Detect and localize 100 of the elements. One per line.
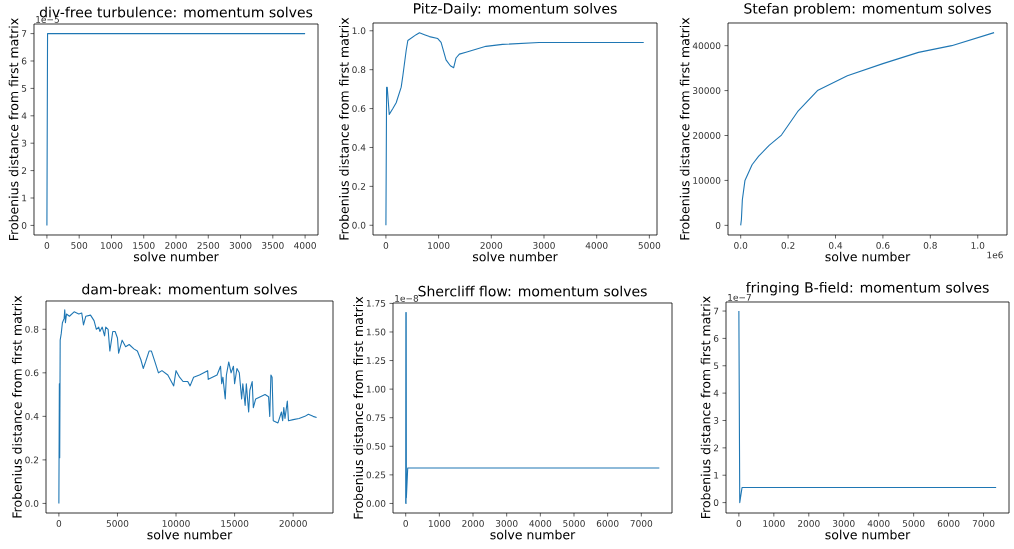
y-tick-label: 2 [21,167,27,174]
line-series [385,32,645,226]
x-tick-label: 3000 [533,242,555,249]
x-tick-label: 15000 [221,520,249,527]
line-series [405,312,660,504]
y-axis-title: Frobenius distance from first matrix [679,17,690,240]
x-tick-label: 10000 [162,520,190,527]
y-tick-label: 30000 [693,87,721,94]
x-tick-label: 4000 [294,242,316,249]
y-tick-label: 0.2 [25,456,39,464]
y-tick-label: 40000 [692,42,721,50]
y-tick-label: 0.4 [25,412,39,420]
x-tick-label: 1.0 [971,242,985,249]
y-tick-label: 7 [713,307,719,315]
y-tick-label: 0.75 [366,414,386,422]
x-tick-label: 4000 [867,520,890,527]
x-tick-label: 0 [44,242,50,249]
y-tick-label: 20000 [693,132,721,139]
text: 1e−5 [36,16,59,23]
y-tick-label: 0 [715,221,721,229]
x-tick-label: 1000 [100,242,123,249]
y-tick-label: 0 [713,499,719,506]
x-tick-label: 0.6 [876,242,890,249]
x-tick-label: 2000 [462,520,484,527]
x-tick-label: 4000 [585,242,608,249]
y-axis-title: Frobenius distance from first matrix [8,18,19,240]
x-tick-label: 2000 [797,520,820,527]
chart-title: dam-break: momentum solves [82,283,297,295]
x-tick-label: 0.2 [781,242,795,249]
x-tick-label: 0 [403,520,408,527]
x-tick-label: 1500 [133,242,155,249]
y-axis-title: Frobenius distance from first matrix [12,295,22,518]
x-tick-label: 2000 [165,242,187,249]
line-series [58,309,318,504]
x-axis-title: solve number [133,251,219,262]
x-tick-label: 20000 [279,520,307,527]
y-tick-label: 0.8 [25,325,39,333]
y-tick-label: 0.0 [25,500,39,507]
x-tick-label: 6000 [596,520,619,527]
text: 1e−7 [728,294,751,301]
x-tick-label: 5000 [563,520,585,527]
x-tick-label: 0.4 [828,242,843,249]
y-tick-label: 7 [21,30,27,37]
chart-title: div-free turbulence: momentum solves [39,6,313,18]
x-axis-title: solve number [147,529,233,540]
y-axis-title: Frobenius distance from first matrix [700,296,711,518]
text: 1e6 [987,251,1003,259]
x-tick-label: 0.0 [734,242,748,249]
x-tick-label: 1000 [428,242,450,249]
y-axis-title: Frobenius distance from first matrix [353,296,364,519]
x-axis-title: solve number [825,529,911,540]
y-axis-title: Frobenius distance from first matrix [339,17,349,240]
y-tick-label: 0.2 [352,182,366,190]
x-axis-title: solve number [490,529,576,540]
y-tick-label: 2 [713,444,719,452]
y-tick-label: 3 [21,139,27,147]
x-tick-label: 0 [56,520,62,527]
chart-title: fringing B-field: momentum solves [745,281,989,296]
y-tick-label: 0.8 [352,66,366,74]
x-tick-label: 3000 [832,520,855,527]
x-tick-label: 7000 [630,520,653,527]
x-axis-title: solve number [825,251,911,262]
x-axis-title: solve number [472,251,558,262]
x-tick-label: 5000 [638,242,661,249]
y-tick-label: 10000 [693,177,721,184]
text: 1e−8 [395,294,419,302]
chart-title: Stefan problem: momentum solves [744,2,991,17]
x-tick-label: 3000 [229,242,252,249]
x-tick-label: 6000 [937,520,960,527]
y-tick-label: 0.0 [352,221,366,229]
y-tick-label: 0.50 [366,442,386,450]
y-tick-label: 4 [713,389,719,397]
chart-title: Pitz-Daily: momentum solves [414,2,617,17]
x-tick-label: 7000 [972,520,995,527]
x-tick-label: 0 [736,520,742,527]
y-tick-label: 0.25 [366,471,386,479]
y-tick-label: 1 [714,471,719,479]
y-tick-label: 0.6 [352,105,366,112]
chart-title: Shercliff flow: momentum solves [418,285,647,297]
y-tick-label: 0 [21,222,27,229]
y-tick-label: 1.00 [366,385,386,393]
y-tick-label: 1.25 [366,357,386,364]
y-tick-label: 1.0 [352,27,366,35]
x-tick-label: 5000 [902,520,925,527]
y-tick-label: 1.50 [366,328,386,336]
y-tick-label: 6 [713,334,719,342]
y-tick-label: 0.6 [25,369,39,377]
y-tick-label: 1 [22,194,27,202]
x-tick-label: 2500 [197,242,220,249]
x-tick-label: 500 [71,242,88,249]
y-tick-label: 5 [21,85,27,92]
y-tick-label: 5 [713,362,719,370]
y-tick-label: 0.4 [352,144,366,151]
y-tick-label: 3 [713,417,719,424]
y-tick-label: 0.00 [366,500,386,507]
x-tick-label: 2000 [480,242,503,249]
x-tick-label: 3500 [262,242,284,249]
x-tick-label: 5000 [106,520,129,527]
x-tick-label: 0.8 [923,242,937,249]
y-tick-label: 4 [21,112,27,120]
